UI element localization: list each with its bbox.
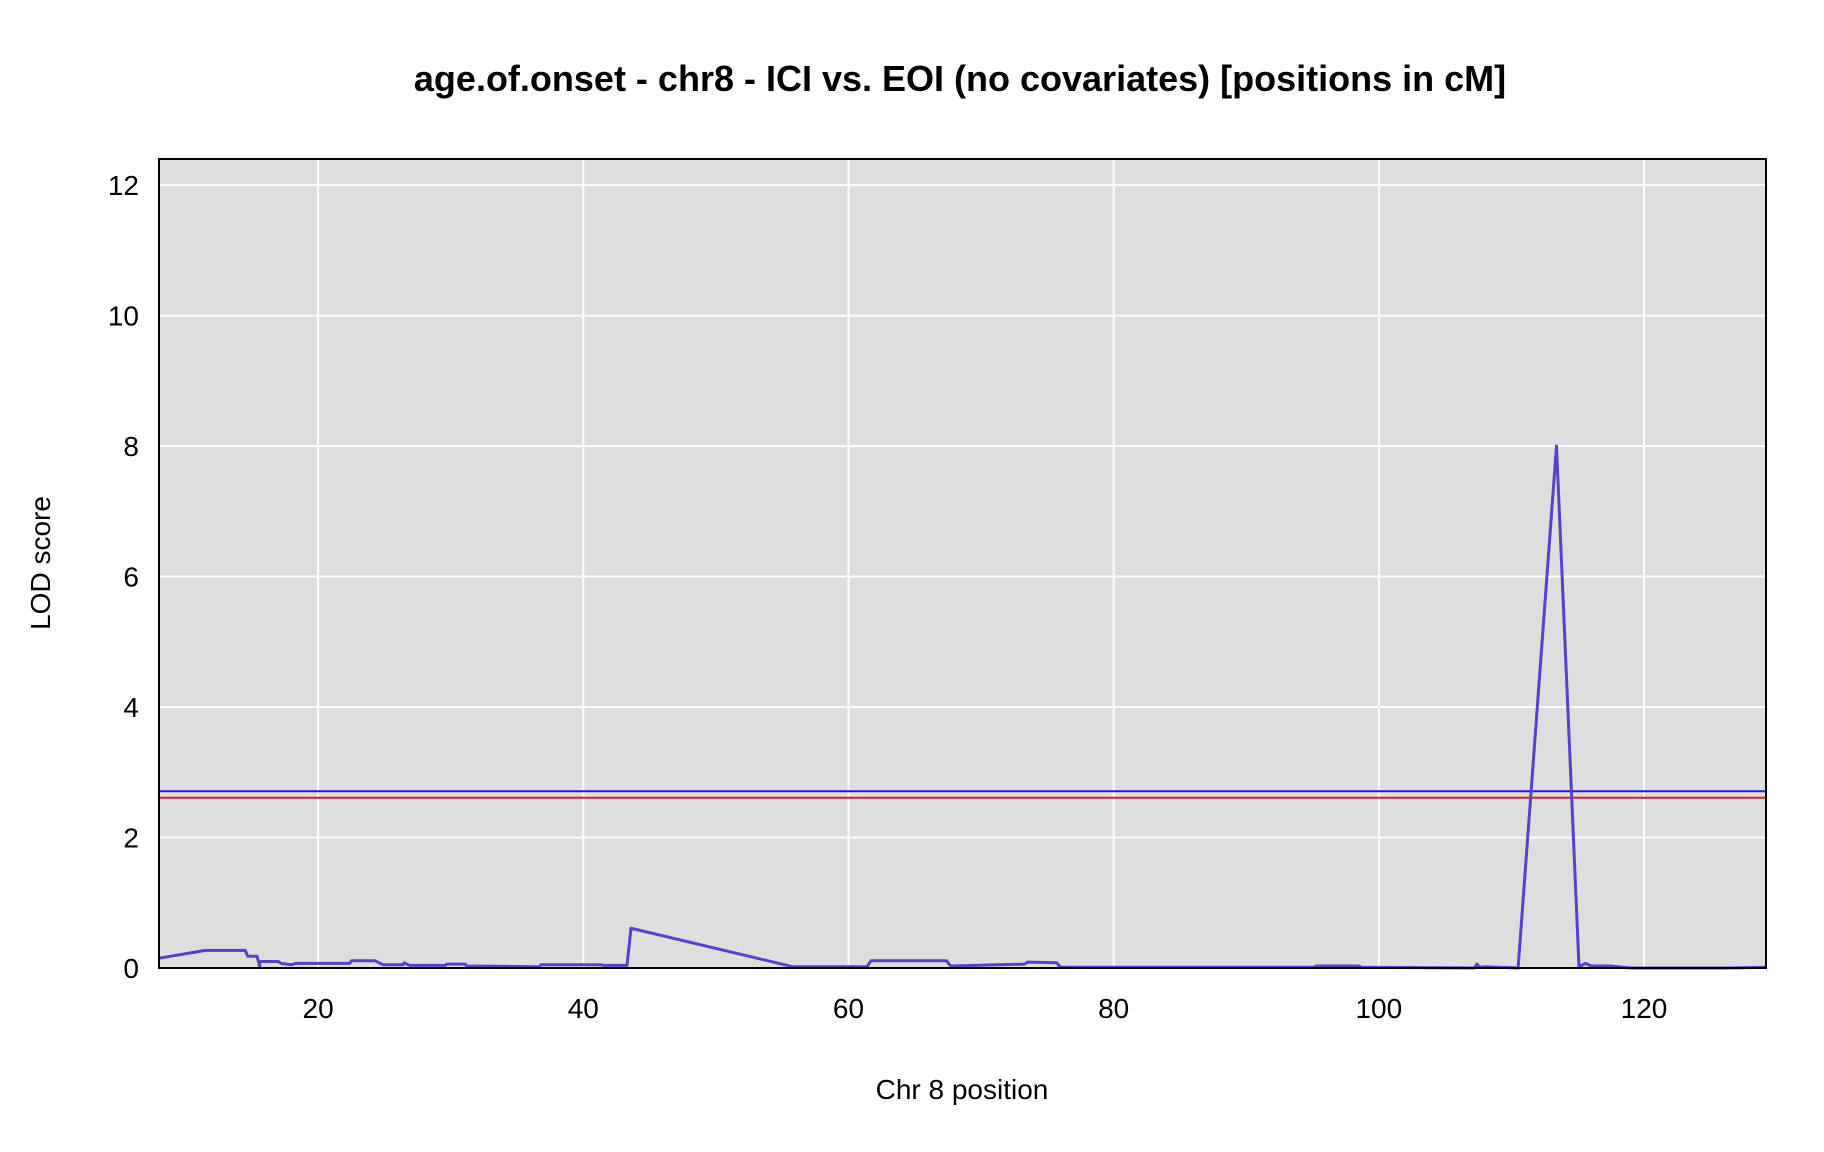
y-tick-label: 0 xyxy=(123,953,139,984)
y-tick-label: 8 xyxy=(123,431,139,462)
y-tick-label: 6 xyxy=(123,562,139,593)
plot-background xyxy=(159,159,1766,968)
x-axis-label: Chr 8 position xyxy=(876,1074,1049,1105)
lod-score-line xyxy=(158,444,1767,970)
y-tick-label: 10 xyxy=(108,301,139,332)
y-tick-label: 12 xyxy=(108,170,139,201)
x-tick-label: 60 xyxy=(833,993,864,1024)
x-tick-label: 20 xyxy=(303,993,334,1024)
x-axis-ticks: 20 40 60 80 100 120 xyxy=(303,993,1668,1024)
x-tick-label: 120 xyxy=(1621,993,1668,1024)
y-axis-label: LOD score xyxy=(25,496,56,630)
y-axis-ticks: 0 2 4 6 8 10 12 xyxy=(108,170,139,984)
x-tick-label: 100 xyxy=(1355,993,1402,1024)
x-tick-label: 40 xyxy=(568,993,599,1024)
chart-title: age.of.onset - chr8 - ICI vs. EOI (no co… xyxy=(413,58,1507,99)
y-tick-label: 2 xyxy=(123,823,139,854)
threshold-lines xyxy=(159,790,1766,799)
plot-border xyxy=(158,158,1767,969)
y-tick-label: 4 xyxy=(123,692,139,723)
x-tick-label: 80 xyxy=(1098,993,1129,1024)
